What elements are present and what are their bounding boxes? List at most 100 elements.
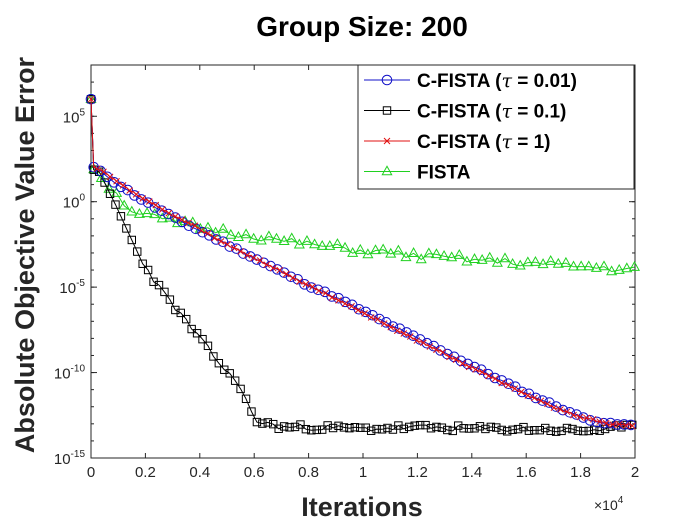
data-point-square (530, 426, 539, 435)
data-point-cross (269, 264, 277, 272)
data-point-triangle (362, 248, 374, 259)
data-point-cross (152, 201, 160, 209)
data-point-cross (289, 274, 297, 282)
data-point-square (127, 235, 137, 245)
data-point-circle (122, 184, 134, 196)
data-point-square (579, 426, 588, 436)
data-point-square (382, 106, 392, 115)
data-point-triangle (590, 262, 602, 272)
data-point-square (470, 424, 479, 433)
data-point-square (432, 422, 441, 432)
data-point-square (307, 426, 316, 435)
data-point-cross (478, 368, 486, 376)
data-point-circle (95, 165, 106, 177)
data-point-cross (367, 314, 375, 321)
data-point-triangle (575, 260, 587, 271)
data-point-cross (145, 198, 153, 205)
data-point-triangle (430, 248, 442, 259)
data-point-triangle (567, 260, 580, 271)
data-point-cross (433, 346, 440, 354)
data-point-triangle (438, 249, 450, 260)
data-point-triangle (408, 247, 420, 257)
data-point-cross (171, 213, 179, 220)
data-point-cross (106, 173, 114, 181)
data-point-cross (485, 372, 493, 380)
x-tick-label: 0.8 (298, 464, 319, 481)
data-point-circle (312, 284, 324, 296)
data-point-square (443, 425, 452, 435)
data-point-cross (217, 238, 225, 245)
y-tick-exp: 0 (79, 193, 85, 204)
data-point-square (405, 422, 414, 432)
y-tick-label: 10-15 (54, 449, 86, 468)
data-point-square (230, 376, 240, 385)
data-point-square (481, 424, 490, 434)
data-point-square (274, 424, 283, 433)
legend-label-prefix: C-FISTA ( (417, 71, 502, 92)
legend-label-symbol: τ (501, 101, 512, 123)
legend-label-symbol: τ (501, 70, 512, 92)
data-point-square (203, 341, 213, 351)
data-point-square (318, 425, 327, 434)
data-point-cross (380, 320, 388, 327)
data-point-triangle (149, 208, 161, 219)
data-point-cross (211, 234, 218, 242)
legend-label: FISTA (417, 163, 471, 184)
data-point-triangle (468, 253, 481, 263)
data-point-triangle (621, 262, 633, 273)
data-point-cross (250, 254, 258, 262)
data-point-square (192, 329, 202, 338)
data-point-circle (102, 171, 113, 183)
data-point-square (263, 418, 273, 427)
data-point-cross (557, 406, 564, 413)
series-cross (87, 95, 636, 430)
x-multiplier: ×104 (594, 495, 624, 513)
legend: C-FISTA (τ = 0.01)C-FISTA (τ = 0.1)C-FIS… (357, 64, 635, 190)
x-tick-label: 0.4 (189, 464, 210, 481)
data-point-square (502, 427, 512, 436)
data-point-square (279, 422, 289, 431)
y-tick-base: 10 (54, 451, 71, 468)
data-point-cross (596, 418, 603, 425)
data-point-cross (263, 261, 271, 269)
data-point-triangle (278, 235, 290, 245)
data-point-triangle (446, 251, 458, 262)
data-point-square (497, 425, 506, 435)
y-tick-base: 10 (54, 366, 71, 383)
chart-title: Group Size: 200 (256, 11, 468, 42)
data-point-cross (119, 181, 127, 189)
data-point-cross (361, 310, 368, 317)
y-tick-base: 10 (59, 280, 76, 297)
data-point-square (459, 424, 468, 433)
data-point-square (209, 352, 218, 361)
legend-label: C-FISTA (τ = 1) (417, 131, 551, 153)
y-tick-exp: -15 (71, 449, 86, 460)
data-point-triangle (514, 259, 526, 270)
x-tick-label: 1 (359, 464, 367, 481)
data-point-cross (113, 177, 120, 185)
data-point-square (258, 419, 267, 428)
data-point-square (100, 178, 109, 187)
x-tick-label: 2 (631, 464, 639, 481)
data-point-cross (491, 375, 499, 383)
data-point-cross (383, 137, 391, 145)
data-point-triangle (392, 244, 404, 255)
data-point-square (383, 423, 392, 433)
data-point-cross (531, 394, 538, 402)
data-point-cross (439, 348, 447, 356)
data-point-square (513, 424, 523, 434)
data-point-triangle (232, 231, 244, 241)
data-point-square (492, 423, 501, 432)
legend-label-prefix: C-FISTA ( (417, 132, 502, 153)
data-point-square (377, 425, 387, 434)
x-tick-label: 1.6 (516, 464, 537, 481)
legend-label-suffix: = 1) (512, 132, 551, 153)
data-point-square (323, 421, 332, 430)
series-layer (85, 92, 641, 436)
data-point-circle (564, 406, 576, 418)
data-point-triangle (552, 257, 564, 268)
legend-label-symbol: τ (501, 131, 512, 153)
data-point-cross (256, 257, 264, 264)
data-point-square (328, 423, 338, 433)
data-point-cross (230, 244, 238, 252)
